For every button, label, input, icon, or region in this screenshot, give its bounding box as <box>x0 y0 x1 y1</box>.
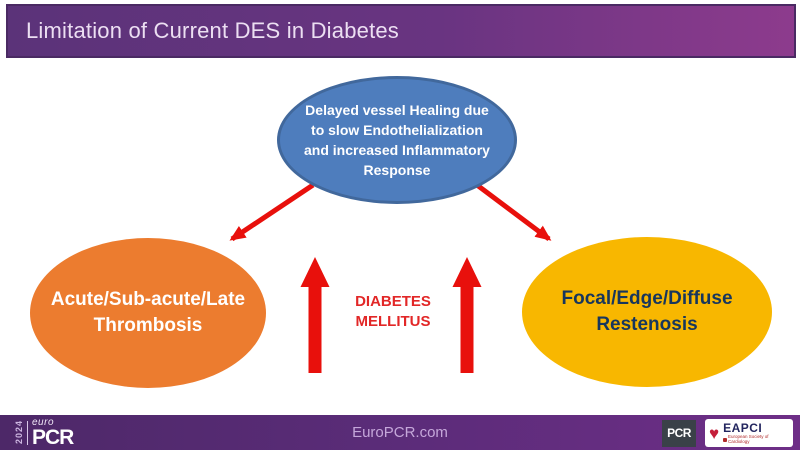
cause-to-thrombosis-arrow <box>229 182 315 242</box>
diabetes-label-line: DIABETES <box>355 293 431 310</box>
esc-icon <box>723 437 727 442</box>
restenosis-text-line: Restenosis <box>596 314 698 335</box>
slide-title: Limitation of Current DES in Diabetes <box>26 18 400 43</box>
cause-text-line: Response <box>363 162 431 178</box>
restenosis-text-line: Focal/Edge/Diffuse <box>561 288 733 309</box>
diabetes-mellitus-label: DIABETES MELLITUS <box>328 292 458 332</box>
thrombosis-text-line: Thrombosis <box>93 315 203 336</box>
cause-text-line: to slow Endothelialization <box>311 122 483 138</box>
brand-divider <box>27 420 28 445</box>
restenosis-ellipse: Focal/Edge/Diffuse Restenosis <box>522 237 772 387</box>
footer-bar: 2024 euro PCR EuroPCR.com PCR ♥ EAPCI Eu… <box>0 415 800 450</box>
eapci-subtitle: European Society of Cardiology <box>723 434 789 444</box>
footer-logos: PCR ♥ EAPCI European Society of Cardiolo… <box>662 419 793 447</box>
diabetes-up-arrow-left-icon <box>300 257 330 373</box>
cause-text-line: Delayed vessel Healing due <box>305 102 489 118</box>
pcr-logo: PCR <box>662 419 696 447</box>
brand-euro-label: euro <box>32 416 55 428</box>
footer-website-link: EuroPCR.com <box>352 424 448 441</box>
thrombosis-ellipse: Acute/Sub-acute/Late Thrombosis <box>30 238 266 388</box>
europcr-2024-logo: 2024 euro PCR <box>14 416 74 449</box>
cause-to-restenosis-arrow <box>475 183 552 241</box>
header-bar: Limitation of Current DES in Diabetes <box>6 4 796 58</box>
thrombosis-text-line: Acute/Sub-acute/Late <box>50 289 246 310</box>
brand-pcr-label: PCR <box>32 425 74 449</box>
eapci-logo: ♥ EAPCI European Society of Cardiology <box>705 419 793 447</box>
cause-ellipse: Delayed vessel Healing due to slow Endot… <box>277 76 517 204</box>
diabetes-label-line: MELLITUS <box>355 313 431 330</box>
eapci-name-label: EAPCI <box>723 421 763 435</box>
heart-icon: ♥ <box>709 423 720 443</box>
cause-text-line: and increased Inflammatory <box>304 142 490 158</box>
eapci-subtitle-text: European Society of Cardiology <box>727 434 769 444</box>
